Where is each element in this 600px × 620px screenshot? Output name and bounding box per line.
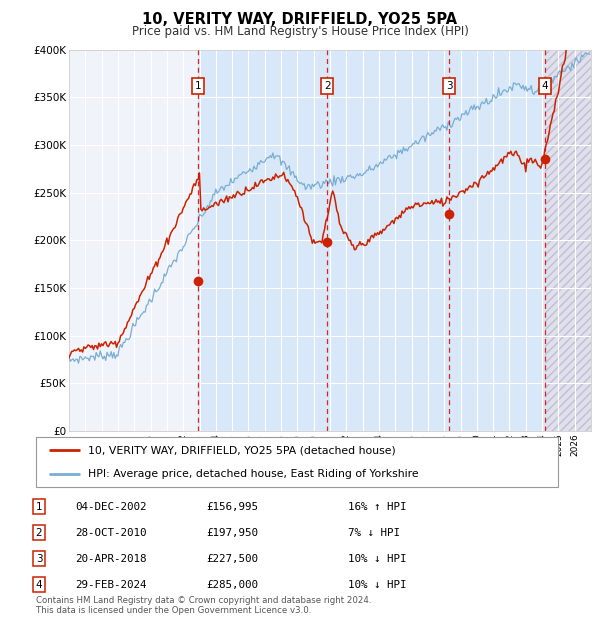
Text: 3: 3	[35, 554, 43, 564]
Text: 04-DEC-2002: 04-DEC-2002	[75, 502, 146, 512]
Text: 7% ↓ HPI: 7% ↓ HPI	[348, 528, 400, 538]
Text: £285,000: £285,000	[206, 580, 258, 590]
Text: 4: 4	[542, 81, 548, 91]
Text: Price paid vs. HM Land Registry's House Price Index (HPI): Price paid vs. HM Land Registry's House …	[131, 25, 469, 38]
Bar	[198, 50, 545, 431]
Text: HPI: Average price, detached house, East Riding of Yorkshire: HPI: Average price, detached house, East…	[88, 469, 419, 479]
Text: £227,500: £227,500	[206, 554, 258, 564]
Text: 2: 2	[35, 528, 43, 538]
Text: £197,950: £197,950	[206, 528, 258, 538]
Bar	[545, 50, 591, 431]
Text: 29-FEB-2024: 29-FEB-2024	[75, 580, 146, 590]
Text: 10, VERITY WAY, DRIFFIELD, YO25 5PA (detached house): 10, VERITY WAY, DRIFFIELD, YO25 5PA (det…	[88, 446, 396, 456]
Text: £156,995: £156,995	[206, 502, 258, 512]
Text: Contains HM Land Registry data © Crown copyright and database right 2024.
This d: Contains HM Land Registry data © Crown c…	[36, 596, 371, 615]
Text: 10% ↓ HPI: 10% ↓ HPI	[348, 580, 407, 590]
Text: 16% ↑ HPI: 16% ↑ HPI	[348, 502, 407, 512]
Text: 20-APR-2018: 20-APR-2018	[75, 554, 146, 564]
Text: 1: 1	[195, 81, 202, 91]
Text: 4: 4	[35, 580, 43, 590]
Text: 3: 3	[446, 81, 452, 91]
Text: 28-OCT-2010: 28-OCT-2010	[75, 528, 146, 538]
Text: 2: 2	[324, 81, 331, 91]
Bar	[545, 50, 591, 431]
Text: 1: 1	[35, 502, 43, 512]
Text: 10% ↓ HPI: 10% ↓ HPI	[348, 554, 407, 564]
Text: 10, VERITY WAY, DRIFFIELD, YO25 5PA: 10, VERITY WAY, DRIFFIELD, YO25 5PA	[142, 12, 458, 27]
